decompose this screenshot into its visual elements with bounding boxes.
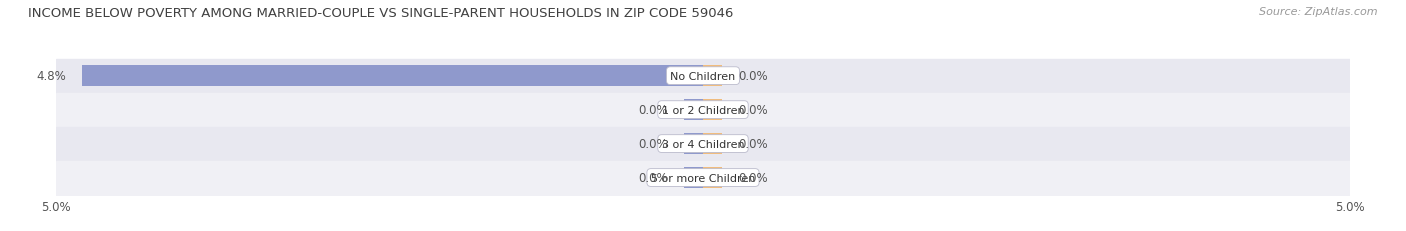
Text: 4.8%: 4.8% [37,70,66,83]
Bar [56,161,1350,195]
Text: 0.0%: 0.0% [738,171,768,184]
Text: 0.0%: 0.0% [638,104,668,117]
Bar [683,134,703,155]
Text: 0.0%: 0.0% [638,171,668,184]
Text: 3 or 4 Children: 3 or 4 Children [662,139,744,149]
Bar [703,100,723,121]
Text: 1 or 2 Children: 1 or 2 Children [662,105,744,115]
Bar [56,59,1350,93]
Bar [703,66,723,87]
Text: 0.0%: 0.0% [638,137,668,150]
Bar [703,167,723,188]
Bar [683,167,703,188]
Text: 0.0%: 0.0% [738,137,768,150]
Text: INCOME BELOW POVERTY AMONG MARRIED-COUPLE VS SINGLE-PARENT HOUSEHOLDS IN ZIP COD: INCOME BELOW POVERTY AMONG MARRIED-COUPL… [28,7,734,20]
Bar [703,134,723,155]
Text: 5 or more Children: 5 or more Children [651,173,755,183]
Text: No Children: No Children [671,71,735,81]
Text: 0.0%: 0.0% [738,104,768,117]
Bar [683,100,703,121]
Bar [56,93,1350,127]
Bar [56,127,1350,161]
Text: 0.0%: 0.0% [738,70,768,83]
Text: Source: ZipAtlas.com: Source: ZipAtlas.com [1260,7,1378,17]
Bar [82,66,703,87]
